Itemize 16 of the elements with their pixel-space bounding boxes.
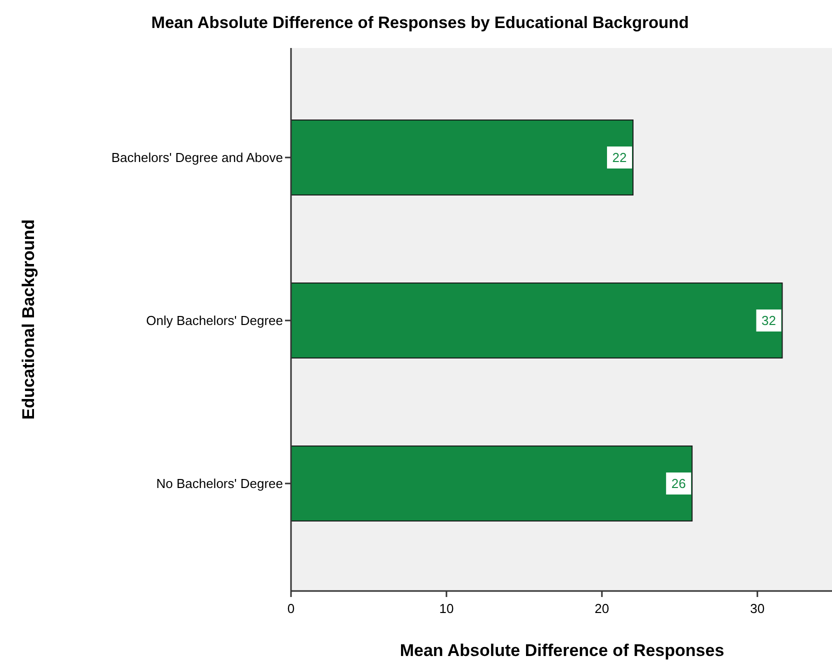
- x-tick-label: 30: [750, 601, 765, 616]
- x-tick-label: 20: [594, 601, 610, 616]
- bar: [290, 282, 783, 358]
- bar: [290, 446, 693, 522]
- x-tick-label: 10: [439, 601, 454, 616]
- data-label: 22: [612, 150, 627, 165]
- bar: [290, 120, 634, 196]
- y-tick-label: Only Bachelors' Degree: [146, 313, 283, 328]
- y-axis-title: Educational Background: [19, 219, 38, 420]
- x-axis-title: Mean Absolute Difference of Responses: [400, 641, 724, 660]
- chart-title: Mean Absolute Difference of Responses by Educational Background: [151, 14, 689, 32]
- y-tick-label: No Bachelors' Degree: [156, 476, 283, 491]
- data-label: 26: [671, 476, 686, 491]
- y-tick-label: Bachelors' Degree and Above: [111, 150, 283, 165]
- data-label: 32: [762, 313, 776, 328]
- x-tick-label: 0: [287, 601, 295, 616]
